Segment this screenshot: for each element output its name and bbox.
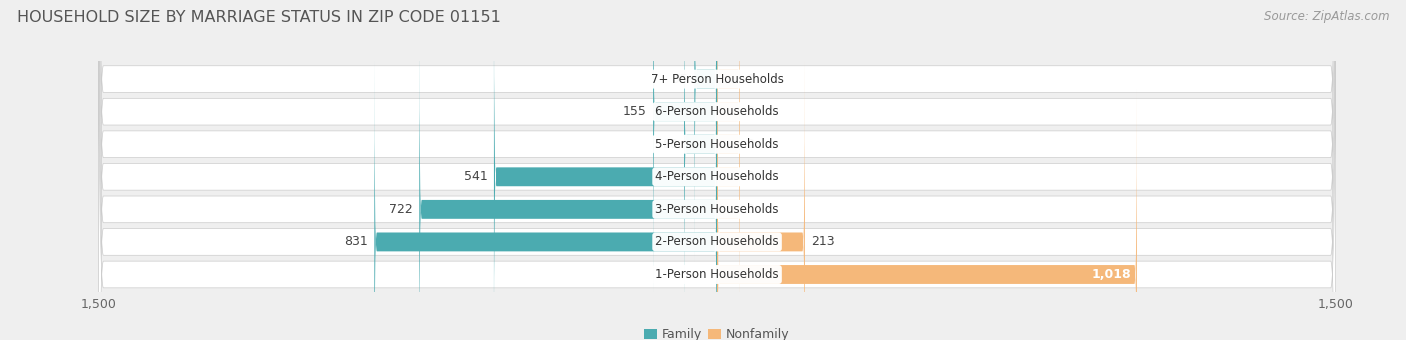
Text: 3-Person Households: 3-Person Households — [655, 203, 779, 216]
Text: 7+ Person Households: 7+ Person Households — [651, 73, 783, 86]
Legend: Family, Nonfamily: Family, Nonfamily — [640, 323, 794, 340]
FancyBboxPatch shape — [494, 0, 717, 340]
Text: 5-Person Households: 5-Person Households — [655, 138, 779, 151]
Text: 4-Person Households: 4-Person Households — [655, 170, 779, 183]
Text: 80: 80 — [662, 138, 678, 151]
Text: 0: 0 — [747, 73, 754, 86]
Text: Source: ZipAtlas.com: Source: ZipAtlas.com — [1264, 10, 1389, 23]
Text: 722: 722 — [389, 203, 413, 216]
FancyBboxPatch shape — [717, 0, 740, 200]
FancyBboxPatch shape — [717, 88, 740, 330]
Text: 0: 0 — [747, 138, 754, 151]
FancyBboxPatch shape — [98, 0, 1336, 340]
FancyBboxPatch shape — [654, 0, 717, 298]
Text: 1,018: 1,018 — [1091, 268, 1130, 281]
FancyBboxPatch shape — [419, 23, 717, 340]
Text: 155: 155 — [623, 105, 647, 118]
FancyBboxPatch shape — [685, 0, 717, 330]
Text: 831: 831 — [344, 235, 368, 249]
Text: HOUSEHOLD SIZE BY MARRIAGE STATUS IN ZIP CODE 01151: HOUSEHOLD SIZE BY MARRIAGE STATUS IN ZIP… — [17, 10, 501, 25]
FancyBboxPatch shape — [695, 0, 717, 265]
Text: 0: 0 — [747, 203, 754, 216]
Text: 0: 0 — [747, 170, 754, 183]
Text: 0: 0 — [747, 105, 754, 118]
FancyBboxPatch shape — [717, 56, 804, 340]
FancyBboxPatch shape — [717, 0, 740, 233]
Text: 55: 55 — [672, 73, 688, 86]
FancyBboxPatch shape — [374, 56, 717, 340]
FancyBboxPatch shape — [717, 23, 740, 265]
FancyBboxPatch shape — [717, 56, 740, 298]
Text: 6-Person Households: 6-Person Households — [655, 105, 779, 118]
Text: 2-Person Households: 2-Person Households — [655, 235, 779, 249]
FancyBboxPatch shape — [98, 0, 1336, 340]
FancyBboxPatch shape — [98, 0, 1336, 340]
FancyBboxPatch shape — [98, 0, 1336, 340]
FancyBboxPatch shape — [98, 0, 1336, 340]
FancyBboxPatch shape — [98, 0, 1336, 340]
Text: 213: 213 — [811, 235, 835, 249]
FancyBboxPatch shape — [98, 0, 1336, 340]
FancyBboxPatch shape — [717, 88, 1137, 340]
Text: 541: 541 — [464, 170, 488, 183]
Text: 1-Person Households: 1-Person Households — [655, 268, 779, 281]
